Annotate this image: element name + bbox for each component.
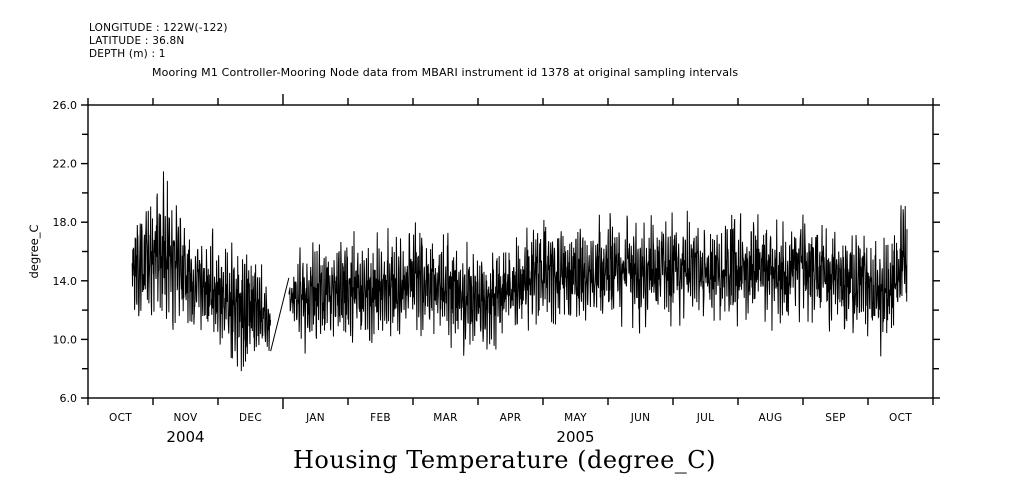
x-month-label: APR (500, 412, 522, 424)
y-tick-label: 18.0 (53, 216, 78, 229)
x-year-label: 2005 (556, 428, 594, 446)
y-tick-label: 6.0 (60, 392, 78, 405)
x-month-label: AUG (759, 412, 783, 424)
figure-caption: Housing Temperature (degree_C) (292, 446, 717, 474)
x-month-label: FEB (370, 412, 391, 424)
x-month-label: JUN (630, 412, 651, 424)
x-month-label: DEC (239, 412, 262, 424)
y-axis-title: degree_C (27, 224, 41, 278)
temperature-trace-gap-segment (270, 277, 290, 352)
plot-frame (87, 104, 934, 399)
axis-labels-layer: 6.0 10.0 14.0 18.0 22.0 26.0 degree_C OCT NOV DEC… (27, 99, 912, 446)
temperature-trace (131, 171, 908, 372)
x-month-label: JUL (696, 412, 715, 424)
x-month-label: SEP (825, 412, 846, 424)
y-tick-label: 26.0 (53, 99, 78, 112)
depth-text: DEPTH (m) : 1 (89, 48, 166, 60)
x-month-label: JAN (305, 412, 325, 424)
chart-title: Mooring M1 Controller-Mooring Node data … (152, 66, 739, 79)
x-month-label: OCT (889, 412, 912, 424)
x-month-label: MAR (433, 412, 457, 424)
x-month-label: NOV (173, 412, 198, 424)
x-month-label: OCT (109, 412, 132, 424)
y-tick-label: 10.0 (53, 333, 78, 346)
x-month-label: MAY (564, 412, 587, 424)
data-trace-layer (131, 171, 908, 372)
longitude-text: LONGITUDE : 122W(-122) (89, 22, 228, 34)
latitude-text: LATITUDE : 36.8N (89, 35, 185, 47)
y-tick-label: 14.0 (53, 275, 78, 288)
axes-layer (81, 94, 940, 409)
station-metadata: LONGITUDE : 122W(-122) LATITUDE : 36.8N … (89, 22, 228, 61)
y-tick-label: 22.0 (53, 158, 78, 171)
x-year-label: 2004 (166, 428, 204, 446)
